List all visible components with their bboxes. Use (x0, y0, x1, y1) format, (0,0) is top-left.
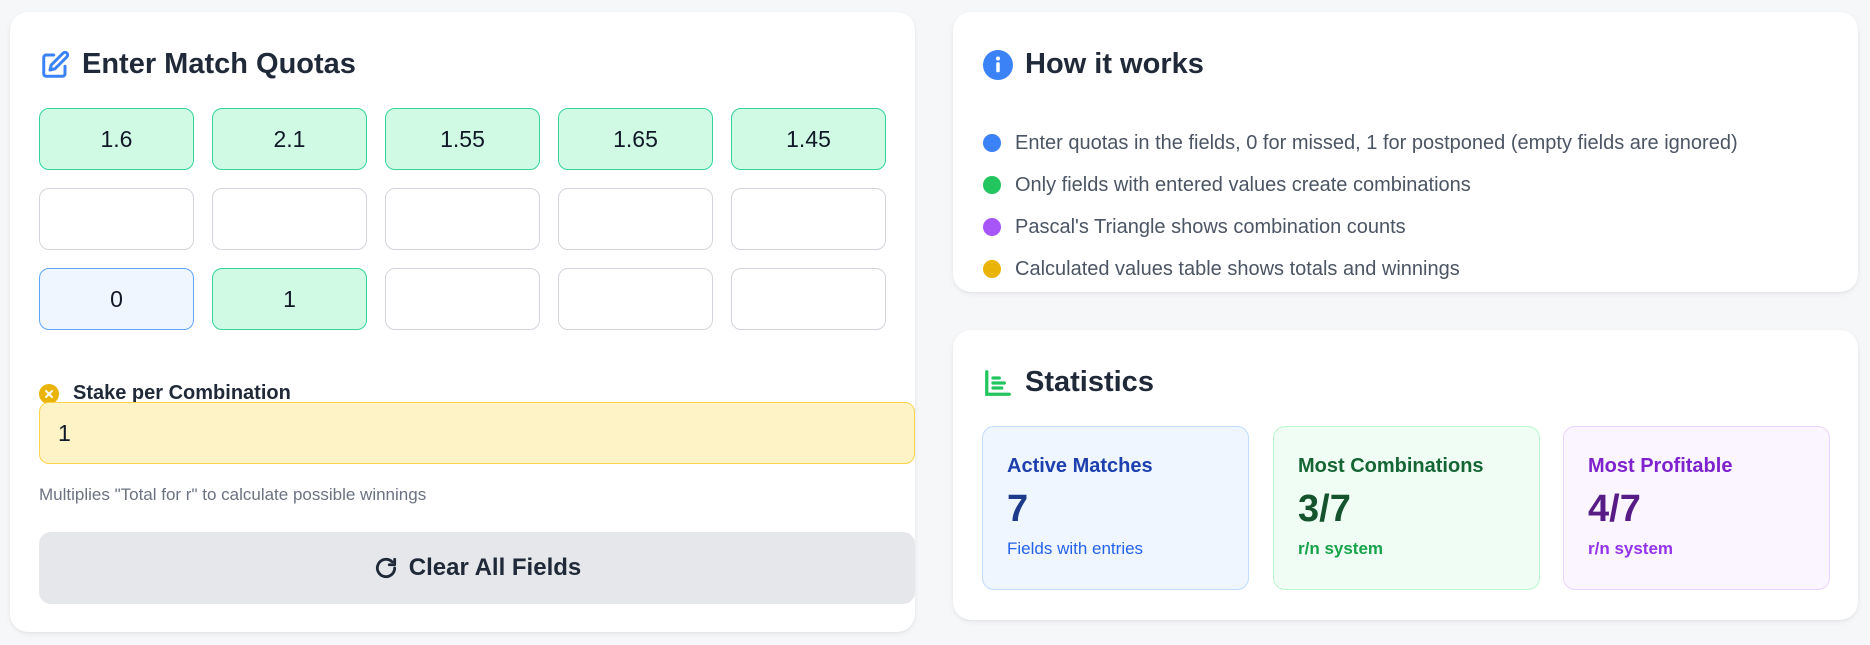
stake-label-text: Stake per Combination (73, 382, 291, 404)
quota-input-8[interactable] (385, 188, 540, 250)
stat-subtext: Fields with entries (1007, 539, 1144, 558)
most-profitable-stat: Most Profitable 4/7 r/n system (1563, 426, 1830, 590)
refresh-icon (375, 557, 396, 579)
quota-card-header: Enter Match Quotas (40, 48, 356, 81)
how-it-works-text: Pascal's Triangle shows combination coun… (1015, 215, 1406, 238)
quota-input-14[interactable] (558, 268, 713, 330)
statistics-header: Statistics (983, 366, 1154, 399)
how-it-works-item: Calculated values table shows totals and… (983, 248, 1738, 290)
how-it-works-text: Only fields with entered values create c… (1015, 173, 1471, 196)
how-it-works-item: Pascal's Triangle shows combination coun… (983, 206, 1738, 248)
info-icon (983, 49, 1013, 80)
quota-input-7[interactable] (212, 188, 367, 250)
stat-label: Active Matches (1007, 455, 1153, 477)
quota-input-10[interactable] (731, 188, 886, 250)
quota-input-2[interactable] (212, 108, 367, 170)
quota-input-13[interactable] (385, 268, 540, 330)
most-combinations-stat: Most Combinations 3/7 r/n system (1273, 426, 1540, 590)
quota-input-15[interactable] (731, 268, 886, 330)
quota-card: Enter Match Quotas Stake per Combination… (10, 12, 915, 632)
bullet-dot-icon (983, 134, 1001, 152)
edit-icon (42, 50, 70, 78)
page-title: Enter Match Quotas (82, 48, 356, 80)
statistics-card: Statistics Active Matches 7 Fields with … (953, 330, 1858, 620)
quota-input-5[interactable] (731, 108, 886, 170)
quota-input-4[interactable] (558, 108, 713, 170)
how-it-works-header: How it works (983, 48, 1204, 81)
stake-input[interactable] (39, 402, 915, 464)
quota-grid (39, 108, 886, 330)
quota-input-11[interactable] (39, 268, 194, 330)
stat-label: Most Profitable (1588, 455, 1733, 477)
bullet-dot-icon (983, 176, 1001, 194)
stat-value: 3/7 (1298, 488, 1351, 530)
bullet-dot-icon (983, 218, 1001, 236)
quota-input-6[interactable] (39, 188, 194, 250)
stat-subtext: r/n system (1588, 539, 1674, 558)
coin-icon (39, 383, 59, 404)
stat-value: 7 (1007, 488, 1029, 530)
active-matches-stat: Active Matches 7 Fields with entries (982, 426, 1249, 590)
how-it-works-item: Enter quotas in the fields, 0 for missed… (983, 122, 1738, 164)
quota-input-1[interactable] (39, 108, 194, 170)
quota-input-12[interactable] (212, 268, 367, 330)
stake-help-text: Multiplies "Total for r" to calculate po… (39, 485, 427, 504)
how-it-works-item: Only fields with entered values create c… (983, 164, 1738, 206)
statistics-title: Statistics (1025, 366, 1154, 398)
clear-all-button[interactable]: Clear All Fields (39, 532, 915, 604)
stake-label: Stake per Combination (39, 382, 291, 405)
quota-input-9[interactable] (558, 188, 713, 250)
clear-all-label: Clear All Fields (408, 554, 582, 581)
quota-input-3[interactable] (385, 108, 540, 170)
stat-label: Most Combinations (1298, 455, 1484, 477)
stat-subtext: r/n system (1298, 539, 1384, 558)
how-it-works-title: How it works (1025, 48, 1204, 80)
how-it-works-list: Enter quotas in the fields, 0 for missed… (983, 122, 1738, 290)
bar-chart-icon (985, 369, 1011, 396)
how-it-works-card: How it works Enter quotas in the fields,… (953, 12, 1858, 292)
how-it-works-text: Calculated values table shows totals and… (1015, 257, 1460, 280)
stat-value: 4/7 (1588, 488, 1641, 530)
bullet-dot-icon (983, 260, 1001, 278)
how-it-works-text: Enter quotas in the fields, 0 for missed… (1015, 131, 1738, 154)
